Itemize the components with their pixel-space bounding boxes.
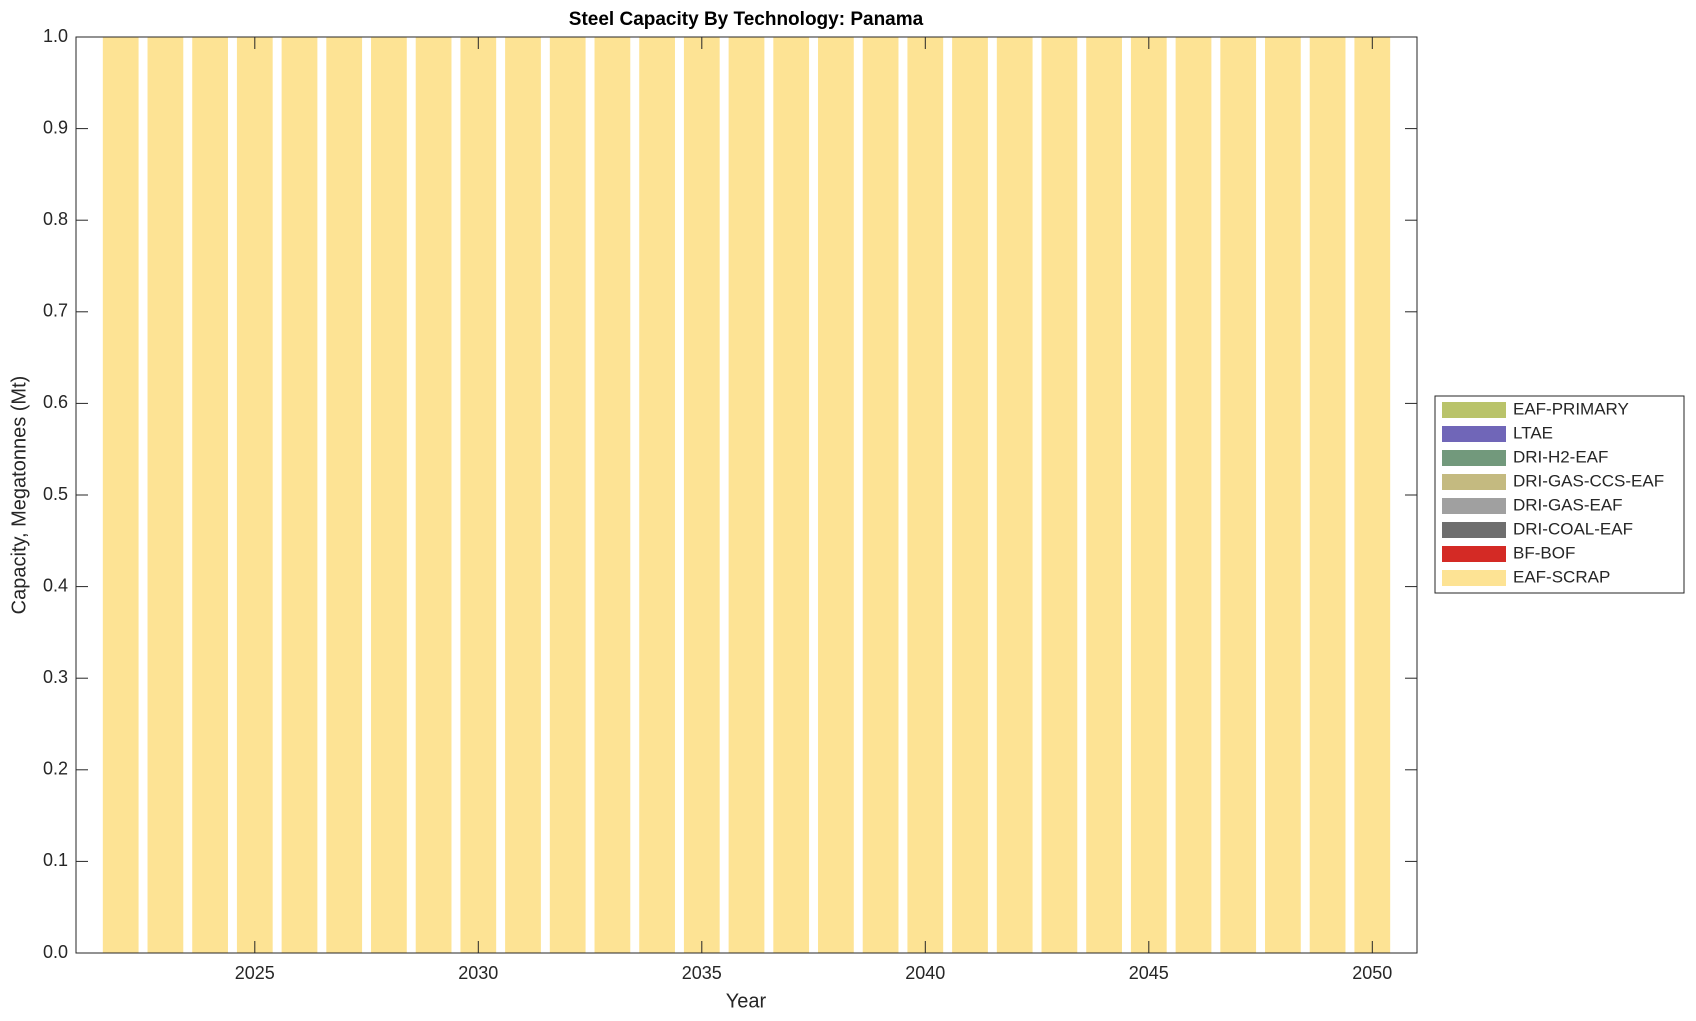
x-tick-label: 2025 [235,963,275,983]
bar-segment [1086,37,1122,953]
bar-segment [102,37,139,953]
legend-label: DRI-H2-EAF [1513,447,1608,466]
legend-label: DRI-COAL-EAF [1513,519,1633,538]
y-axis-label: Capacity, Megatonnes (Mt) [8,376,30,615]
y-tick-label: 0.8 [43,209,68,229]
bar-segment [952,37,988,953]
legend-swatch [1442,570,1506,586]
bar-segment [1175,37,1212,953]
bar-segment [371,37,407,953]
legend-label: EAF-PRIMARY [1513,399,1629,418]
y-tick-label: 0.7 [43,301,68,321]
x-tick-label: 2035 [682,963,722,983]
bar-segment [1041,37,1078,953]
y-tick-label: 0.2 [43,759,68,779]
legend-label: BF-BOF [1513,543,1575,562]
bar-segment [594,37,631,953]
x-tick-label: 2045 [1129,963,1169,983]
y-tick-label: 0.6 [43,392,68,412]
bar-segment [728,37,765,953]
bar-segment [281,37,318,953]
bar-segment [996,37,1033,953]
bar-segment [460,37,497,953]
bar-segment [326,37,363,953]
legend-label: LTAE [1513,423,1553,442]
x-tick-label: 2050 [1352,963,1392,983]
legend-swatch [1442,522,1506,538]
bar-segment [236,37,273,953]
x-tick-label: 2040 [905,963,945,983]
legend-label: EAF-SCRAP [1513,567,1610,586]
bar-segment [862,37,899,953]
y-tick-label: 0.0 [43,942,68,962]
bar-segment [1130,37,1167,953]
y-tick-label: 0.5 [43,484,68,504]
legend-swatch [1442,546,1506,562]
legend-swatch [1442,498,1506,514]
legend-label: DRI-GAS-CCS-EAF [1513,471,1664,490]
legend-swatch [1442,450,1506,466]
legend-swatch [1442,402,1506,418]
legend-swatch [1442,474,1506,490]
y-tick-label: 0.1 [43,850,68,870]
bar-segment [549,37,586,953]
legend-label: DRI-GAS-EAF [1513,495,1623,514]
bar-segment [773,37,810,953]
y-tick-label: 0.9 [43,117,68,137]
bar-segment [907,37,944,953]
bar-segment [192,37,228,953]
y-tick-label: 0.4 [43,575,68,595]
legend-swatch [1442,426,1506,442]
bar-segment [1265,37,1301,953]
bar-segment [1309,37,1346,953]
y-tick-label: 0.3 [43,667,68,687]
bar-segment [818,37,854,953]
x-axis-label: Year [726,990,767,1012]
bar-segment [147,37,184,953]
bar-segment [1354,37,1391,953]
y-tick-label: 1.0 [43,26,68,46]
bar-segment [639,37,675,953]
x-tick-label: 2030 [458,963,498,983]
bar-segment [505,37,541,953]
bar-segment [415,37,452,953]
chart-title: Steel Capacity By Technology: Panama [569,9,924,30]
bar-segment [1220,37,1257,953]
bar-segment [683,37,720,953]
